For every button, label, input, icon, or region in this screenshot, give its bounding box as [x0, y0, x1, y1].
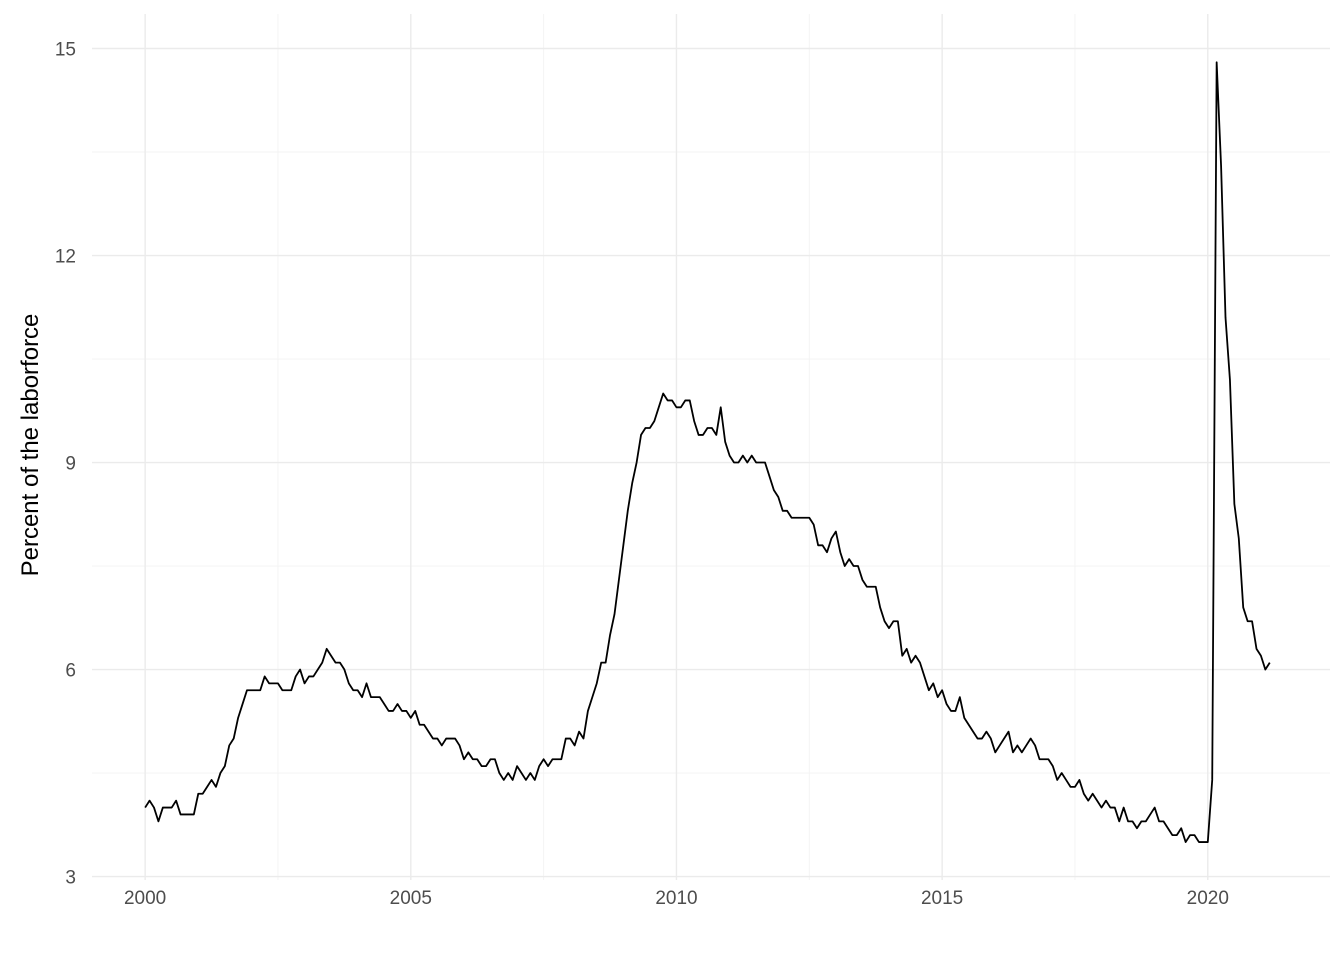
- x-tick-label: 2005: [390, 888, 432, 909]
- x-tick-label: 2010: [655, 888, 697, 909]
- y-axis-title: Percent of the laborforce: [17, 314, 44, 577]
- x-tick-label: 2020: [1187, 888, 1229, 909]
- unemployment-rate-series-line: [144, 61, 1271, 843]
- y-tick-label: 15: [55, 40, 76, 61]
- major-y-gridlines: [92, 47, 1330, 878]
- major-x-gridlines: [144, 14, 1209, 880]
- y-tick-label: 12: [55, 247, 76, 268]
- y-tick-label: 6: [65, 661, 76, 682]
- x-tick-label: 2000: [124, 888, 166, 909]
- y-tick-label: 9: [65, 454, 76, 475]
- y-axis-tick-labels: 3 6 9 12 15: [55, 40, 76, 889]
- minor-x-gridlines: [277, 14, 1076, 880]
- y-tick-label: 3: [65, 868, 76, 889]
- minor-y-gridlines: [92, 151, 1330, 774]
- x-axis-tick-labels: 2000 2005 2010 2015 2020: [124, 888, 1229, 909]
- x-tick-label: 2015: [921, 888, 963, 909]
